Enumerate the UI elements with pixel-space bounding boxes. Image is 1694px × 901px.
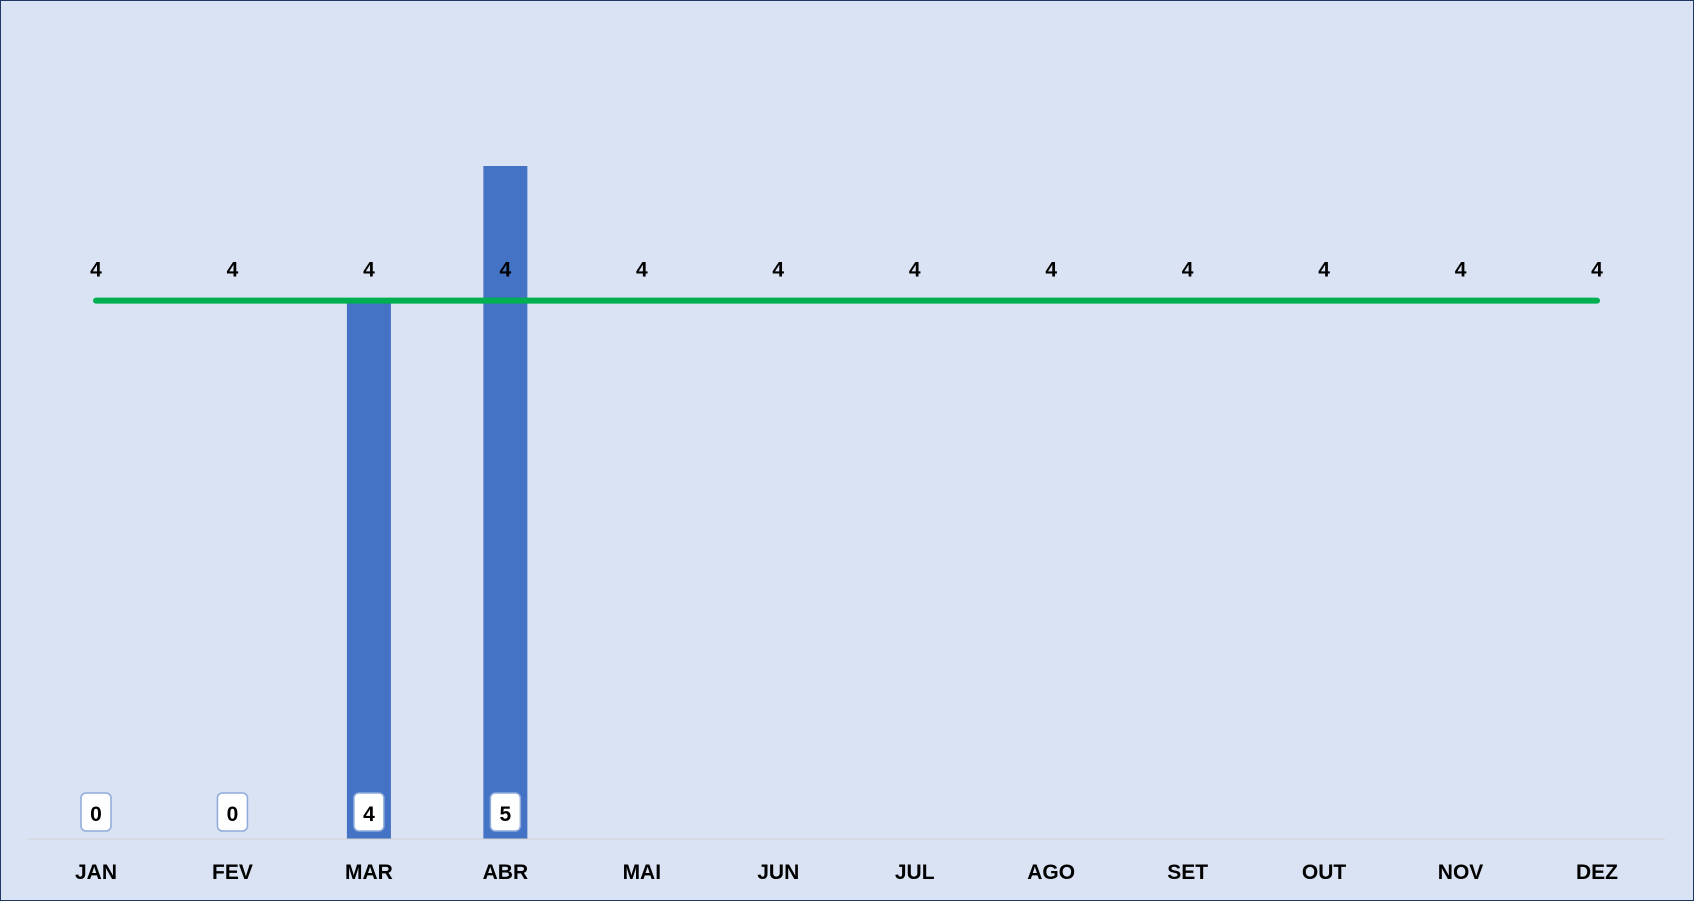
bar-value-label-fev: 0 xyxy=(216,792,249,832)
x-tick-label-dez: DEZ xyxy=(1576,861,1618,884)
target-label-jun: 4 xyxy=(772,259,784,282)
target-label-set: 4 xyxy=(1182,259,1194,282)
x-tick-label-abr: ABR xyxy=(483,861,529,884)
bars-layer xyxy=(346,166,528,840)
bar-value-label-mar: 4 xyxy=(353,792,385,832)
target-label-out: 4 xyxy=(1318,259,1330,282)
target-value-labels: 4 4 4 4 4 4 4 4 4 4 4 4 xyxy=(90,259,1603,282)
target-label-fev: 4 xyxy=(227,259,239,282)
x-axis-tick-labels: JAN FEV MAR ABR MAI JUN JUL AGO SET OUT NOV DEZ xyxy=(75,861,1618,884)
x-tick-label-mai: MAI xyxy=(623,861,662,884)
x-tick-label-out: OUT xyxy=(1302,861,1347,884)
x-tick-label-jul: JUL xyxy=(895,861,935,884)
x-tick-label-jan: JAN xyxy=(75,861,117,884)
value-label-box xyxy=(216,792,249,832)
value-label-box xyxy=(80,792,112,832)
bar-value-label-jan: 0 xyxy=(80,792,112,832)
target-label-jan: 4 xyxy=(90,259,102,282)
target-label-ago: 4 xyxy=(1045,259,1057,282)
x-tick-label-ago: AGO xyxy=(1027,861,1075,884)
target-label-abr: 4 xyxy=(500,259,512,282)
value-label-text: 5 xyxy=(500,803,512,826)
bar-mar xyxy=(346,300,391,840)
value-label-text: 0 xyxy=(90,803,102,826)
value-label-box xyxy=(489,792,522,832)
x-tick-label-set: SET xyxy=(1167,861,1208,884)
target-label-mar: 4 xyxy=(363,259,375,282)
target-label-mai: 4 xyxy=(636,259,648,282)
value-label-text: 0 xyxy=(227,803,239,826)
target-label-dez: 4 xyxy=(1591,259,1603,282)
bar-value-label-abr: 5 xyxy=(489,792,522,832)
x-tick-label-fev: FEV xyxy=(212,861,253,884)
x-tick-label-jun: JUN xyxy=(757,861,799,884)
x-tick-label-mar: MAR xyxy=(345,861,393,884)
target-label-jul: 4 xyxy=(909,259,921,282)
bar-abr xyxy=(483,166,528,839)
bar-value-labels: 0 0 4 5 xyxy=(80,792,522,832)
x-tick-label-nov: NOV xyxy=(1438,861,1484,884)
value-label-box xyxy=(353,792,385,832)
target-label-nov: 4 xyxy=(1455,259,1467,282)
value-label-text: 4 xyxy=(363,803,375,826)
